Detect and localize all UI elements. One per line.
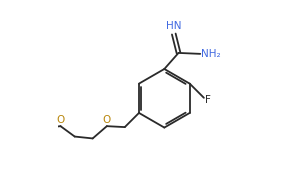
Text: NH₂: NH₂ <box>201 49 221 59</box>
Text: O: O <box>56 115 65 125</box>
Text: F: F <box>205 95 211 105</box>
Text: O: O <box>103 115 111 125</box>
Text: HN: HN <box>166 21 181 31</box>
